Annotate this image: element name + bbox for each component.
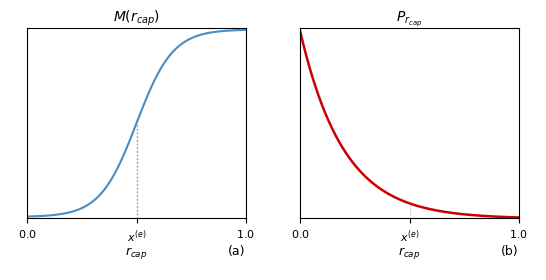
Text: (a): (a) <box>228 245 246 258</box>
Text: (b): (b) <box>501 245 519 258</box>
Text: $r_{cap}$: $r_{cap}$ <box>398 245 421 261</box>
Text: $r_{cap}$: $r_{cap}$ <box>125 245 148 261</box>
Title: $M(r_{cap})$: $M(r_{cap})$ <box>113 9 160 28</box>
Title: $P_{r_{cap}}$: $P_{r_{cap}}$ <box>396 10 423 28</box>
